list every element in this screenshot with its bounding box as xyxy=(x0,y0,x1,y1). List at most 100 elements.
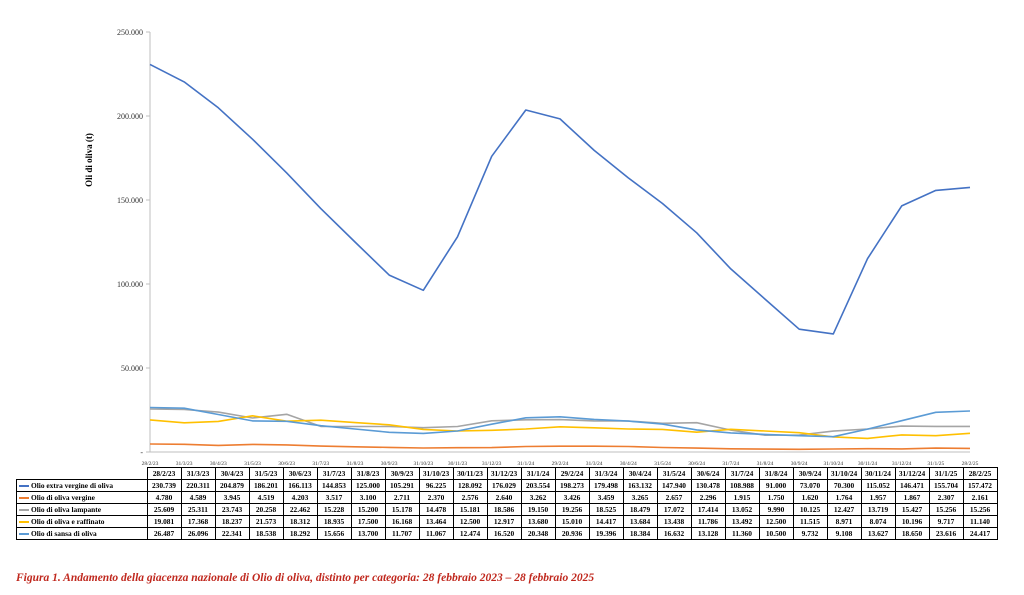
table-cell: 18.525 xyxy=(588,503,624,516)
series-name-cell: Olio di oliva lampante xyxy=(16,503,148,516)
x-tick-label: 31/12/24 xyxy=(892,461,912,467)
table-cell: 15.427 xyxy=(894,503,930,516)
table-column-header: 31/1/25 xyxy=(928,467,964,480)
table-cell: 3.517 xyxy=(316,491,352,504)
series-line-3 xyxy=(149,408,970,437)
x-tick-label: 31/3/24 xyxy=(586,461,603,467)
table-cell: 1.764 xyxy=(826,491,862,504)
table-cell: 22.462 xyxy=(282,503,318,516)
table-cell: 2.640 xyxy=(486,491,522,504)
table-cell: 1.750 xyxy=(758,491,794,504)
table-cell: 12.474 xyxy=(452,527,488,540)
table-cell: 12.500 xyxy=(758,515,794,528)
x-tick-label: 31/7/23 xyxy=(312,461,329,467)
table-column-header: 30/6/24 xyxy=(690,467,726,480)
table-cell: 1.915 xyxy=(724,491,760,504)
table-cell: 12.917 xyxy=(486,515,522,528)
x-tick-label: 31/1/24 xyxy=(517,461,534,467)
x-tick-label: 30/4/23 xyxy=(210,461,227,467)
table-cell: 11.360 xyxy=(724,527,760,540)
table-column-header: 29/2/24 xyxy=(554,467,590,480)
table-cell: 18.312 xyxy=(282,515,318,528)
table-cell: 15.010 xyxy=(554,515,590,528)
table-column-header: 31/10/24 xyxy=(826,467,862,480)
table-cell: 15.656 xyxy=(316,527,352,540)
table-cell: 186.201 xyxy=(248,479,284,492)
y-axis-label: Oli di oliva (t) xyxy=(84,133,94,187)
x-tick-label: 31/5/23 xyxy=(244,461,261,467)
table-cell: 147.940 xyxy=(656,479,692,492)
x-axis: 28/2/23 31/3/23 30/4/23 31/5/23 30/6/23 31/7/… xyxy=(142,451,979,467)
legend-key xyxy=(19,496,29,499)
legend-key xyxy=(19,532,29,535)
table-cell: 3.100 xyxy=(350,491,386,504)
table-column-header: 30/9/23 xyxy=(384,467,420,480)
table-cell: 10.125 xyxy=(792,503,828,516)
table-cell: 13.627 xyxy=(860,527,896,540)
table-cell: 17.414 xyxy=(690,503,726,516)
table-cell: 4.519 xyxy=(248,491,284,504)
table-header-row: 28/2/23 31/3/23 30/4/23 31/5/23 30/6/23 31/7/… xyxy=(17,467,998,480)
table-column-header: 31/3/24 xyxy=(588,467,624,480)
table-cell: 19.081 xyxy=(146,515,182,528)
table-cell: 3.426 xyxy=(554,491,590,504)
table-cell: 4.589 xyxy=(180,491,216,504)
table-cell: 13.680 xyxy=(520,515,556,528)
table-cell: 16.632 xyxy=(656,527,692,540)
table-cell: 157.472 xyxy=(962,479,998,492)
table-column-header: 31/12/23 xyxy=(486,467,522,480)
x-tick-label: 30/6/23 xyxy=(278,461,295,467)
table-cell: 2.296 xyxy=(690,491,726,504)
table-cell: 17.500 xyxy=(350,515,386,528)
table-row: Olio di oliva e raffinato 19.081 17.368 18.… xyxy=(16,515,998,528)
table-cell: 13.438 xyxy=(656,515,692,528)
legend-key xyxy=(19,520,29,523)
y-tick-label: - xyxy=(140,448,143,457)
table-cell: 125.000 xyxy=(350,479,386,492)
x-tick-label: 30/6/24 xyxy=(688,461,705,467)
table-cell: 96.225 xyxy=(418,479,454,492)
table-column-header: 31/5/23 xyxy=(248,467,284,480)
y-tick-label: 150.000 xyxy=(117,196,143,205)
table-cell: 144.853 xyxy=(316,479,352,492)
table-cell: 13.700 xyxy=(350,527,386,540)
table-row: Olio di oliva lampante 25.609 25.311 23.743… xyxy=(16,503,998,516)
series-lines xyxy=(149,63,971,451)
x-tick-label: 31/5/24 xyxy=(654,461,671,467)
table-cell: 204.879 xyxy=(214,479,250,492)
series-name: Olio di sansa di oliva xyxy=(31,528,97,538)
table-cell: 20.348 xyxy=(520,527,556,540)
table-column-header: 30/9/24 xyxy=(792,467,828,480)
table-cell: 18.384 xyxy=(622,527,658,540)
table-cell: 18.292 xyxy=(282,527,318,540)
y-tick-label: 100.000 xyxy=(117,280,143,289)
table-cell: 2.711 xyxy=(384,491,420,504)
table-cell: 15.200 xyxy=(350,503,386,516)
series-name: Olio extra vergine di oliva xyxy=(31,480,114,490)
table-cell: 146.471 xyxy=(894,479,930,492)
table-cell: 15.256 xyxy=(928,503,964,516)
table-cell: 14.478 xyxy=(418,503,454,516)
table-cell: 19.256 xyxy=(554,503,590,516)
table-cell: 14.417 xyxy=(588,515,624,528)
x-tick-label: 28/2/25 xyxy=(962,461,979,467)
table-cell: 2.576 xyxy=(452,491,488,504)
table-cell: 24.417 xyxy=(962,527,998,540)
table-cell: 105.291 xyxy=(384,479,420,492)
table-cell: 19.150 xyxy=(520,503,556,516)
table-cell: 73.070 xyxy=(792,479,828,492)
table-column-header: 30/11/24 xyxy=(860,467,896,480)
x-tick-label: 30/4/24 xyxy=(620,461,637,467)
table-cell: 3.265 xyxy=(622,491,658,504)
table-column-header: 28/2/25 xyxy=(962,467,998,480)
table-cell: 1.867 xyxy=(894,491,930,504)
x-tick-label: 31/10/23 xyxy=(414,461,434,467)
figure-caption: Figura 1. Andamento della giacenza nazio… xyxy=(16,572,595,584)
series-line-1 xyxy=(149,63,971,335)
table-cell: 13.128 xyxy=(690,527,726,540)
table-cell: 2.657 xyxy=(656,491,692,504)
table-cell: 13.719 xyxy=(860,503,896,516)
table-row: Olio di oliva vergine 4.780 4.589 3.945 4.51… xyxy=(16,491,998,504)
table-cell: 198.273 xyxy=(554,479,590,492)
data-table: 28/2/23 31/3/23 30/4/23 31/5/23 30/6/23 31/7/… xyxy=(16,467,998,540)
